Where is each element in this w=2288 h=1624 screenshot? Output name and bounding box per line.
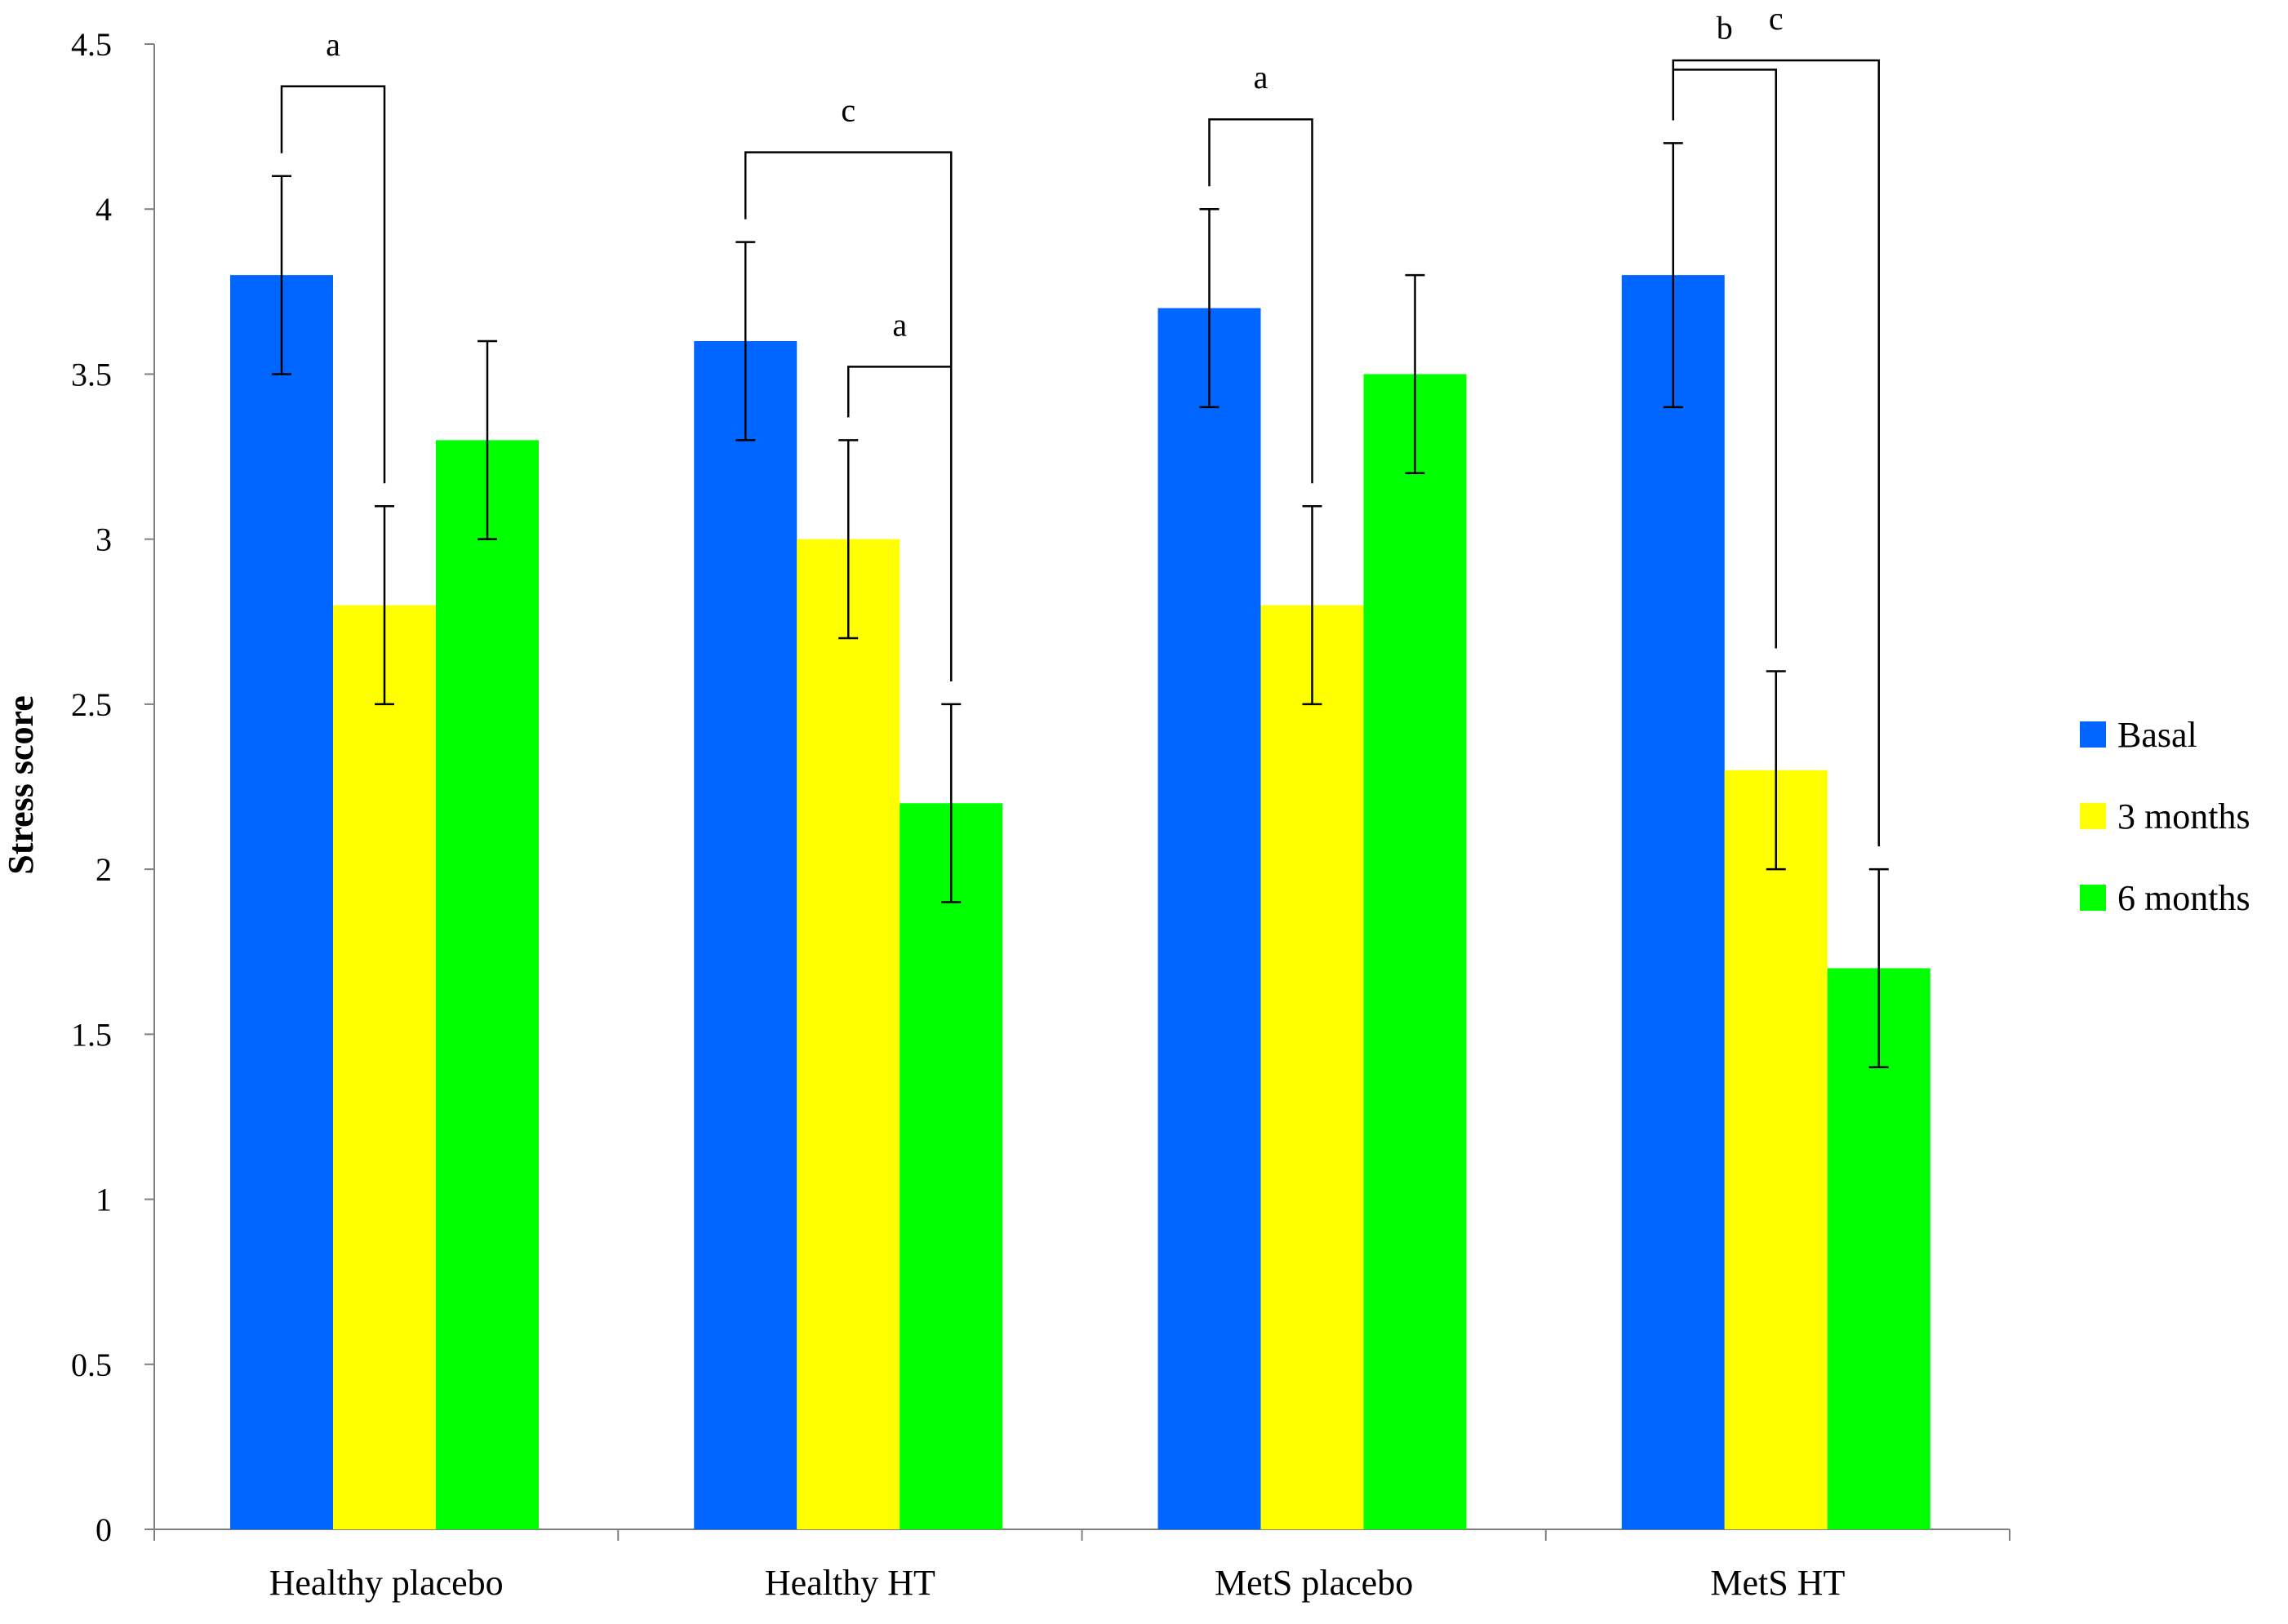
error-bars-layer: [272, 142, 1889, 1069]
bar-6-months: [1363, 374, 1467, 1529]
significance-label: c: [1769, 0, 1784, 37]
significance-label: a: [1254, 59, 1268, 95]
legend-entry-label: Basal: [2117, 715, 2197, 755]
significance-bracket: [1208, 118, 1313, 484]
y-tick-label: 4.5: [71, 26, 112, 63]
y-tick-label: 2.5: [71, 686, 112, 723]
significance-bracket: [1672, 69, 1777, 649]
y-tick-label: 1.5: [71, 1016, 112, 1053]
bar-basal: [1621, 275, 1725, 1530]
significance-label: b: [1717, 9, 1733, 46]
y-tick-label: 0: [96, 1511, 112, 1548]
bar-basal: [230, 275, 333, 1530]
legend: Basal 3 months 6 months: [2080, 715, 2250, 918]
bar-basal: [1157, 308, 1261, 1529]
y-tick-label: 0.5: [71, 1347, 112, 1383]
x-category-label: Healthy placebo: [269, 1563, 504, 1603]
y-tick-label: 3.5: [71, 356, 112, 393]
bar-basal: [694, 341, 797, 1529]
legend-swatch: [2080, 803, 2106, 829]
x-category-label: MetS placebo: [1215, 1563, 1413, 1603]
significance-label: a: [892, 306, 907, 343]
y-axis-label: Stress score: [1, 695, 41, 875]
axes-layer: 0 0.5 1 1.5 2 2.5 3 3.5 4 4.5 Healthy placebo Healt…: [71, 26, 2010, 1603]
legend-entry-label: 3 months: [2117, 796, 2250, 836]
y-tick-label: 2: [96, 851, 112, 888]
bar-3-months: [333, 605, 436, 1529]
bar-3-months: [797, 539, 900, 1529]
y-tick-label: 1: [96, 1182, 112, 1218]
legend-swatch: [2080, 721, 2106, 748]
bar-3-months: [1260, 605, 1364, 1529]
x-category-label: MetS HT: [1710, 1563, 1845, 1603]
bar-6-months: [900, 803, 1003, 1529]
bars-layer: [230, 275, 1930, 1530]
legend-swatch: [2080, 885, 2106, 911]
legend-entry-label: 6 months: [2117, 878, 2250, 918]
significance-label: c: [841, 92, 855, 129]
significance-label: a: [326, 26, 340, 63]
bar-3-months: [1724, 770, 1828, 1529]
significance-bracket: [280, 85, 386, 484]
y-tick-label: 4: [96, 191, 112, 228]
significance-bracket: [847, 366, 953, 681]
y-tick-label: 3: [96, 521, 112, 558]
bar-6-months: [436, 440, 539, 1530]
x-category-label: Healthy HT: [765, 1563, 935, 1603]
